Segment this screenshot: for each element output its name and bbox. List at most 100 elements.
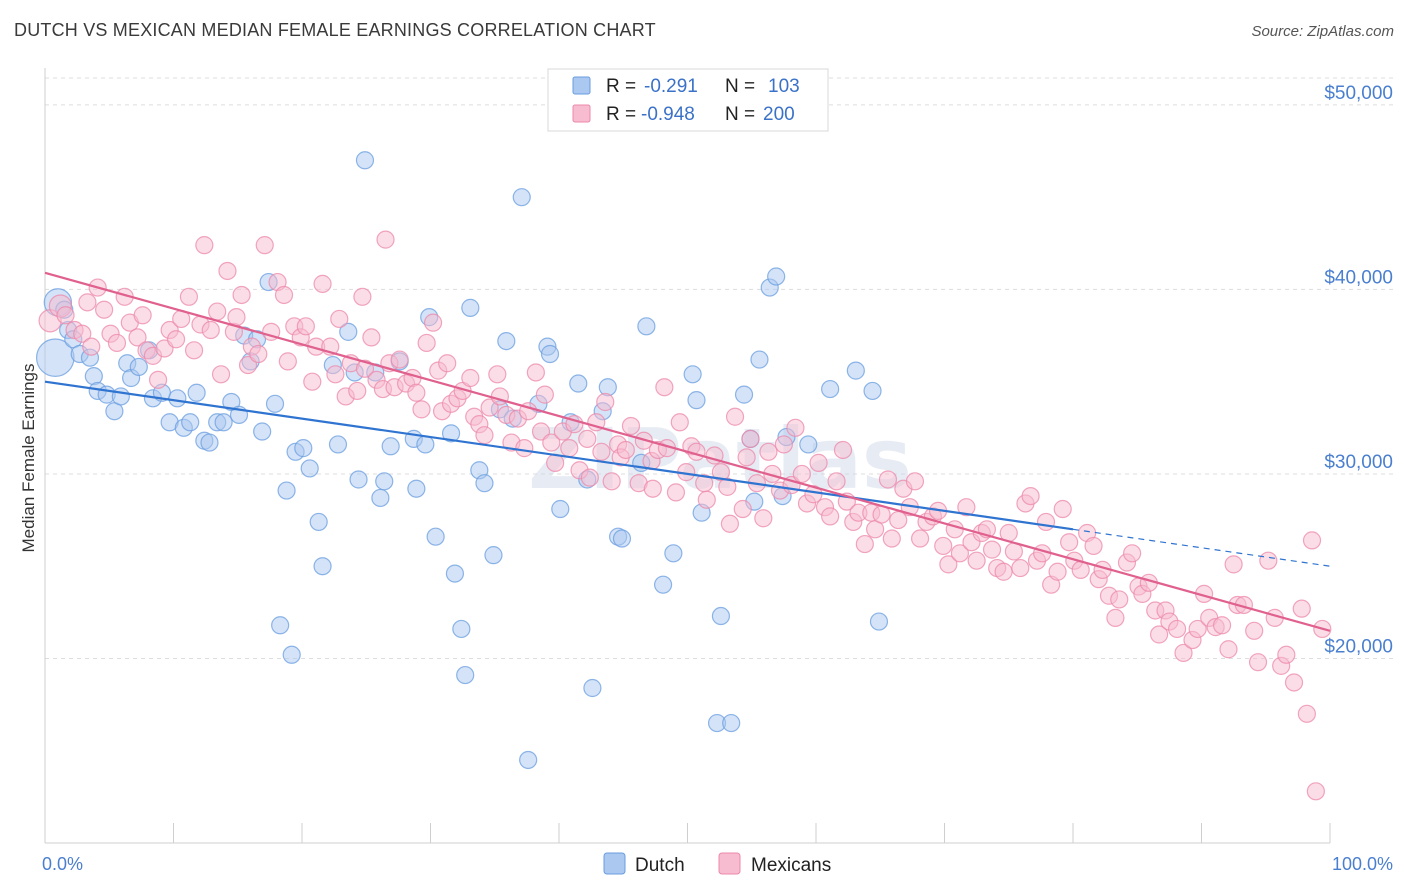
legend-mexicans-n-value: 200 bbox=[763, 104, 795, 125]
legend-box bbox=[547, 68, 829, 132]
mexicans-point bbox=[278, 352, 297, 371]
dutch-point bbox=[271, 616, 290, 635]
dutch-point bbox=[683, 365, 702, 384]
dutch-point bbox=[253, 422, 272, 441]
legend-mexicans-r-value: -0.948 bbox=[641, 104, 695, 125]
legend-swatch-dutch bbox=[572, 76, 591, 95]
mexicans-point bbox=[945, 520, 964, 539]
bottom-legend-label-mexicans: Mexicans bbox=[751, 855, 831, 876]
chart-title: DUTCH VS MEXICAN MEDIAN FEMALE EARNINGS … bbox=[14, 20, 656, 40]
chart-source: Source: ZipAtlas.com bbox=[1251, 23, 1394, 40]
mexicans-point bbox=[1048, 562, 1067, 581]
mexicans-point bbox=[475, 426, 494, 445]
dutch-point bbox=[750, 350, 769, 369]
mexicans-point bbox=[1306, 782, 1325, 801]
dutch-point bbox=[168, 389, 187, 408]
legend: R = -0.291 N = 103 R = -0.948 N = 200 bbox=[547, 68, 829, 132]
mexicans-point bbox=[95, 300, 114, 319]
dutch-point bbox=[799, 435, 818, 454]
dutch-point bbox=[349, 470, 368, 489]
mexicans-point bbox=[526, 363, 545, 382]
mexicans-point bbox=[1036, 512, 1056, 532]
mexicans-point bbox=[133, 306, 152, 325]
dutch-point bbox=[375, 472, 394, 491]
mexicans-point bbox=[438, 354, 457, 373]
mexicans-point bbox=[809, 453, 828, 472]
mexicans-point bbox=[179, 287, 199, 306]
mexicans-point bbox=[232, 285, 251, 305]
mexicans-point bbox=[616, 440, 635, 460]
dutch-point bbox=[277, 481, 296, 500]
mexicans-point bbox=[596, 392, 615, 412]
mexicans-point bbox=[330, 309, 349, 329]
mexicans-point bbox=[950, 544, 970, 563]
mexicans-point bbox=[313, 274, 332, 293]
dutch-point bbox=[313, 557, 332, 576]
mexicans-point bbox=[355, 359, 375, 378]
mexicans-point bbox=[208, 302, 227, 321]
x-tick-label-min: 0.0% bbox=[42, 854, 83, 874]
mexicans-point bbox=[759, 442, 778, 461]
mexicans-point bbox=[362, 328, 381, 347]
dutch-point bbox=[282, 645, 301, 664]
mexicans-point bbox=[1174, 643, 1193, 663]
mexicans-point bbox=[201, 320, 220, 340]
dutch-point bbox=[637, 317, 656, 336]
mexicans-point bbox=[348, 381, 367, 401]
mexicans-point bbox=[1219, 640, 1238, 659]
dutch-point bbox=[551, 499, 570, 519]
mexicans-point bbox=[211, 365, 231, 384]
mexicans-point bbox=[1284, 673, 1304, 692]
mexicans-point bbox=[1011, 558, 1030, 578]
dutch-point bbox=[687, 391, 706, 410]
mexicans-point bbox=[967, 551, 986, 570]
mexicans-point bbox=[1292, 599, 1311, 618]
dutch-point bbox=[722, 713, 741, 733]
y-tick-labels: $20,000 $30,000 $40,000 $50,000 bbox=[1324, 83, 1393, 658]
series-mexicans bbox=[38, 230, 1332, 801]
x-tick-label-max: 100.0% bbox=[1332, 854, 1393, 874]
mexicans-point bbox=[1106, 608, 1125, 627]
dutch-point bbox=[475, 474, 494, 493]
mexicans-point bbox=[1053, 499, 1072, 519]
mexicans-point bbox=[1123, 544, 1142, 563]
dutch-point bbox=[734, 385, 754, 404]
dutch-point bbox=[111, 387, 130, 406]
dutch-point bbox=[653, 575, 673, 594]
mexicans-point bbox=[542, 433, 561, 452]
mexicans-point bbox=[1084, 536, 1103, 556]
mexicans-point bbox=[1297, 704, 1316, 723]
mexicans-point bbox=[580, 468, 599, 487]
mexicans-point bbox=[720, 514, 740, 533]
dutch-point bbox=[456, 665, 475, 685]
dutch-point bbox=[583, 678, 602, 698]
mexicans-point bbox=[376, 230, 395, 249]
mexicans-point bbox=[390, 350, 409, 369]
bottom-legend-label-dutch: Dutch bbox=[635, 855, 685, 876]
mexicans-point bbox=[670, 413, 689, 432]
mexicans-point bbox=[697, 490, 716, 509]
dutch-point bbox=[328, 435, 348, 454]
mexicans-point bbox=[56, 306, 75, 325]
mexicans-point bbox=[754, 509, 773, 528]
legend-swatch-mexicans bbox=[572, 104, 591, 123]
mexicans-point bbox=[1245, 621, 1264, 640]
dutch-point bbox=[381, 437, 400, 456]
mexicans-point bbox=[218, 261, 237, 281]
dutch-point bbox=[612, 529, 632, 548]
trend-layer bbox=[44, 271, 1331, 632]
dutch-point bbox=[569, 374, 588, 393]
legend-dutch-r-label: R = bbox=[606, 76, 641, 97]
mexicans-point bbox=[939, 555, 958, 574]
dutch-point bbox=[426, 527, 445, 546]
dutch-point bbox=[371, 488, 390, 508]
mexicans-point bbox=[1248, 653, 1268, 672]
legend-mexicans-r-label: R = bbox=[606, 104, 641, 125]
dutch-point bbox=[598, 378, 617, 397]
mexicans-point bbox=[1224, 555, 1243, 574]
bottom-legend-swatch-dutch bbox=[603, 852, 626, 875]
mexicans-point bbox=[407, 383, 426, 402]
dutch-point bbox=[200, 433, 219, 452]
dutch-point bbox=[129, 357, 148, 377]
